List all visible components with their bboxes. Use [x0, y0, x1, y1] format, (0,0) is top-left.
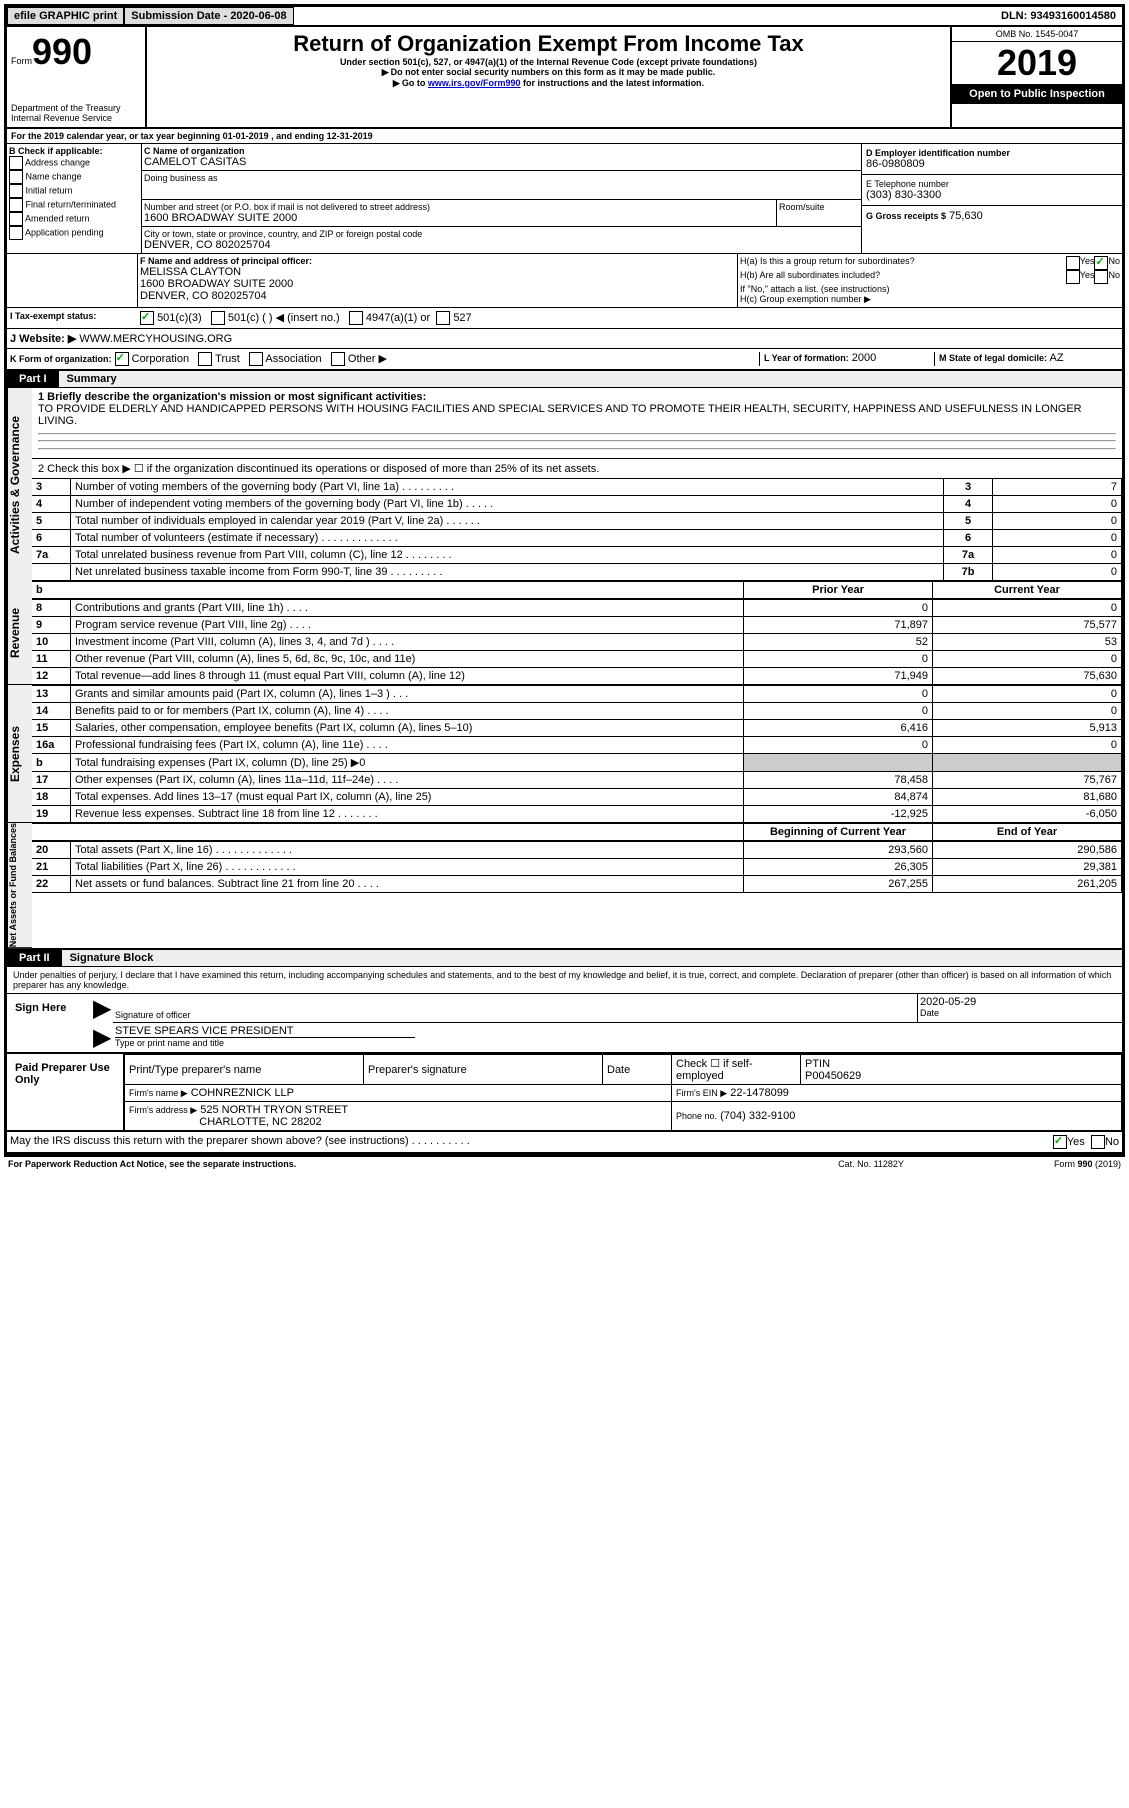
- city-state-zip: DENVER, CO 802025704: [144, 239, 859, 251]
- hb-label: H(b) Are all subordinates included?: [740, 270, 1066, 284]
- form-title: Return of Organization Exempt From Incom…: [151, 31, 946, 57]
- city-label: City or town, state or province, country…: [144, 229, 859, 239]
- note-ssn: Do not enter social security numbers on …: [151, 67, 946, 78]
- irs-link[interactable]: www.irs.gov/Form990: [428, 78, 521, 88]
- officer-type-name: STEVE SPEARS VICE PRESIDENT: [115, 1025, 415, 1038]
- form-number: 990: [32, 31, 92, 72]
- box-c-label: C Name of organization: [144, 146, 859, 156]
- website: WWW.MERCYHOUSING.ORG: [79, 333, 232, 345]
- dept-treasury: Department of the Treasury: [11, 103, 141, 113]
- dba-label: Doing business as: [144, 173, 859, 183]
- hb-note: If "No," attach a list. (see instruction…: [740, 284, 1120, 294]
- part1-label: Part I: [7, 371, 59, 387]
- line2: 2 Check this box ▶ ☐ if the organization…: [32, 459, 1122, 478]
- declaration: Under penalties of perjury, I declare th…: [7, 967, 1122, 994]
- paperwork-notice: For Paperwork Reduction Act Notice, see …: [8, 1159, 771, 1169]
- officer-addr1: 1600 BROADWAY SUITE 2000: [140, 278, 735, 290]
- discuss-question: May the IRS discuss this return with the…: [10, 1135, 1053, 1149]
- top-bar: efile GRAPHIC print Submission Date - 20…: [7, 7, 1122, 27]
- officer-name: MELISSA CLAYTON: [140, 266, 735, 278]
- ein: 86-0980809: [866, 158, 1118, 170]
- gross-receipts: 75,630: [949, 210, 983, 222]
- form-label: Form: [11, 56, 32, 66]
- tab-revenue: Revenue: [7, 581, 32, 685]
- efile-print-button[interactable]: efile GRAPHIC print: [7, 7, 124, 25]
- part2-title: Signature Block: [62, 950, 1122, 966]
- open-public: Open to Public Inspection: [952, 84, 1122, 104]
- box-d-label: D Employer identification number: [866, 148, 1118, 158]
- part1-title: Summary: [59, 371, 1122, 387]
- tab-expenses: Expenses: [7, 685, 32, 823]
- officer-addr2: DENVER, CO 802025704: [140, 290, 735, 302]
- period-line: For the 2019 calendar year, or tax year …: [7, 129, 1122, 144]
- form-subtitle: Under section 501(c), 527, or 4947(a)(1)…: [151, 57, 946, 67]
- note2-suffix: for instructions and the latest informat…: [521, 78, 705, 88]
- box-b: B Check if applicable: Address change Na…: [7, 144, 142, 253]
- street-address: 1600 BROADWAY SUITE 2000: [144, 212, 774, 224]
- addr-label: Number and street (or P.O. box if mail i…: [144, 202, 774, 212]
- room-label: Room/suite: [777, 200, 861, 226]
- part2-label: Part II: [7, 950, 62, 966]
- cat-no: Cat. No. 11282Y: [771, 1159, 971, 1169]
- irs-label: Internal Revenue Service: [11, 113, 141, 123]
- tab-net: Net Assets or Fund Balances: [7, 823, 32, 948]
- box-e-label: E Telephone number: [866, 179, 1118, 189]
- org-name: CAMELOT CASITAS: [144, 156, 859, 168]
- tax-year: 2019: [952, 42, 1122, 84]
- mission-text: TO PROVIDE ELDERLY AND HANDICAPPED PERSO…: [38, 403, 1116, 427]
- paid-preparer: Paid Preparer Use Only: [7, 1054, 124, 1130]
- line1-label: 1 Briefly describe the organization's mi…: [38, 391, 1116, 403]
- box-i-label: I Tax-exempt status:: [10, 311, 140, 325]
- submission-date: Submission Date - 2020-06-08: [124, 7, 293, 25]
- sign-here: Sign Here: [7, 994, 93, 1052]
- tab-activities: Activities & Governance: [7, 388, 32, 581]
- hc-label: H(c) Group exemption number ▶: [740, 294, 1120, 305]
- box-j-label: J Website: ▶: [10, 333, 76, 345]
- box-f-label: F Name and address of principal officer:: [140, 256, 735, 266]
- note2-prefix: Go to: [402, 78, 428, 88]
- ha-label: H(a) Is this a group return for subordin…: [740, 256, 1066, 270]
- form-footer: Form 990 (2019): [971, 1159, 1121, 1169]
- dln: DLN: 93493160014580: [995, 8, 1122, 24]
- box-g-label: G Gross receipts $: [866, 211, 946, 221]
- telephone: (303) 830-3300: [866, 189, 1118, 201]
- box-k-label: K Form of organization:: [10, 354, 112, 364]
- omb: OMB No. 1545-0047: [952, 27, 1122, 42]
